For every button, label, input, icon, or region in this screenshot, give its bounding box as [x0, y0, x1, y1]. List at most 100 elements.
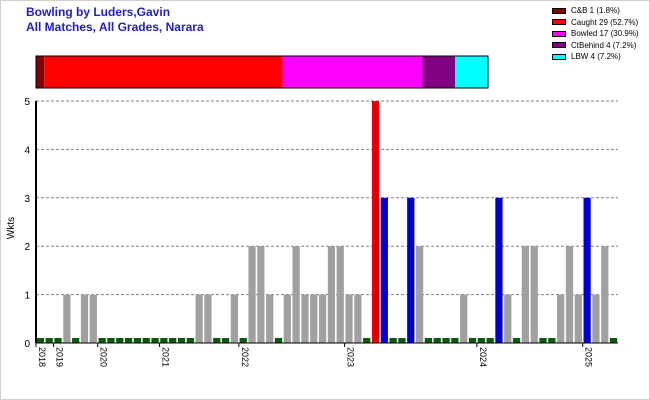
legend-item: Bowled 17 (30.9%)	[552, 28, 639, 40]
bar	[460, 294, 468, 343]
legend-swatch	[552, 42, 566, 49]
bar	[407, 197, 415, 343]
bar	[363, 338, 371, 343]
bar	[371, 101, 380, 343]
bar	[195, 294, 203, 343]
legend-item: Caught 29 (52.7%)	[552, 17, 639, 29]
y-tick-label: 2	[24, 242, 30, 253]
legend-swatch	[552, 53, 566, 60]
bar	[345, 294, 353, 343]
bar	[583, 197, 591, 343]
y-tick-label: 4	[24, 145, 30, 156]
bar	[609, 338, 618, 343]
bar	[486, 338, 494, 343]
bar	[204, 294, 212, 343]
legend-swatch	[552, 30, 566, 37]
bar	[107, 338, 115, 343]
bar	[160, 338, 168, 343]
dismissal-segment	[422, 56, 456, 88]
bar	[548, 338, 556, 343]
bar	[301, 294, 309, 343]
bar	[318, 294, 327, 343]
bar	[89, 294, 97, 343]
dismissal-segment	[36, 56, 45, 88]
x-tick-label: 2023	[346, 347, 356, 367]
bar	[442, 338, 450, 343]
bar	[177, 338, 186, 343]
bar	[565, 246, 574, 343]
bar	[521, 246, 530, 343]
bar	[45, 338, 53, 343]
bar	[389, 338, 397, 343]
bar	[398, 338, 406, 343]
dismissal-segment	[44, 56, 283, 88]
bar	[116, 338, 124, 343]
bar	[512, 338, 521, 343]
bar	[380, 197, 388, 343]
bar	[336, 246, 344, 343]
bar	[63, 294, 71, 343]
bar	[221, 338, 230, 343]
bar	[36, 338, 45, 343]
legend-label: Caught 29 (52.7%)	[571, 17, 639, 27]
legend-swatch	[552, 19, 566, 26]
x-tick-label: 2019	[55, 347, 65, 367]
x-tick-label: 2025	[584, 347, 594, 367]
chart-title: Bowling by Luders,Gavin	[26, 5, 171, 19]
bar	[169, 338, 177, 343]
x-tick-label: 2020	[99, 347, 109, 367]
bar	[601, 246, 609, 343]
legend-item: LBW 4 (7.2%)	[552, 51, 639, 63]
y-tick-label: 1	[24, 291, 30, 302]
bar	[424, 338, 433, 343]
bar	[292, 246, 300, 343]
legend-item: C&B 1 (1.8%)	[552, 5, 639, 17]
bar	[451, 338, 459, 343]
y-tick-label: 5	[24, 97, 30, 108]
dismissal-segment	[282, 56, 423, 88]
x-tick-label: 2022	[240, 347, 250, 367]
bar	[142, 338, 150, 343]
bar	[495, 197, 503, 343]
bar	[248, 246, 256, 343]
bar	[504, 294, 512, 343]
bar	[327, 246, 336, 343]
legend-label: CtBehind 4 (7.2%)	[571, 40, 637, 50]
bar	[230, 294, 239, 343]
chart-subtitle: All Matches, All Grades, Narara	[26, 20, 204, 34]
bar	[530, 246, 538, 343]
bar	[124, 338, 133, 343]
bar	[468, 338, 477, 343]
bar	[477, 338, 485, 343]
x-tick-label: 2021	[160, 347, 170, 367]
legend-label: LBW 4 (7.2%)	[571, 52, 621, 62]
y-tick-label: 0	[24, 339, 30, 350]
x-tick-label: 2024	[478, 347, 488, 367]
dismissal-segment	[455, 56, 488, 88]
bar	[98, 338, 106, 343]
bar	[257, 246, 265, 343]
bar	[574, 294, 582, 343]
bar	[80, 294, 89, 343]
bar	[354, 294, 362, 343]
bar	[266, 294, 274, 343]
legend-swatch	[552, 7, 566, 14]
bar	[283, 294, 291, 343]
bar	[133, 338, 142, 343]
legend-item: CtBehind 4 (7.2%)	[552, 40, 639, 52]
bar	[151, 338, 159, 343]
bar	[539, 338, 547, 343]
bar	[592, 294, 600, 343]
bar	[274, 338, 283, 343]
legend: C&B 1 (1.8%) Caught 29 (52.7%) Bowled 17 (…	[552, 5, 639, 63]
bar	[186, 338, 194, 343]
bar	[433, 338, 441, 343]
y-tick-label: 3	[24, 194, 30, 205]
bar	[54, 338, 62, 343]
legend-label: C&B 1 (1.8%)	[571, 6, 620, 16]
bar	[415, 246, 424, 343]
bar	[213, 338, 221, 343]
bar	[239, 338, 247, 343]
legend-label: Bowled 17 (30.9%)	[571, 29, 639, 39]
